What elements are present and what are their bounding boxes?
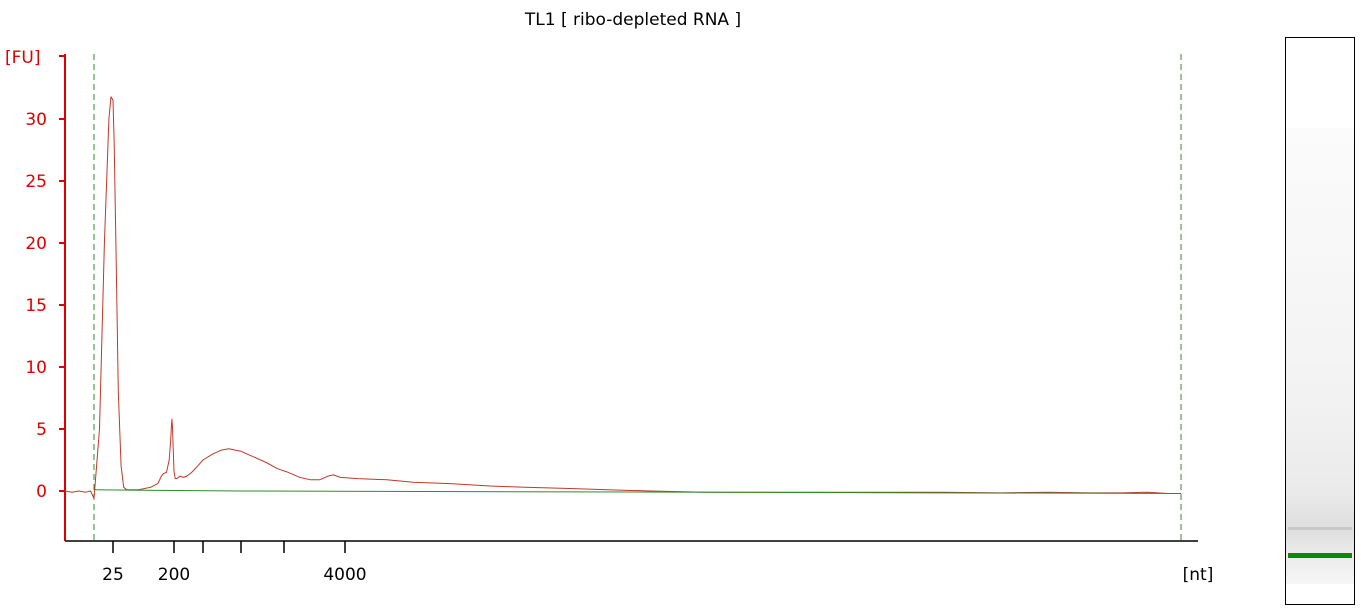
series-line-1 <box>93 489 1182 494</box>
y-tick-label-15: 15 <box>25 296 47 316</box>
x-axis-label: [nt] <box>1183 565 1214 585</box>
x-tick-label-4000: 4000 <box>323 565 366 585</box>
y-tick-label-0: 0 <box>36 482 47 502</box>
y-tick-label-10: 10 <box>25 358 47 378</box>
series-line-0 <box>64 96 1181 499</box>
gel-lane-image <box>1285 37 1355 605</box>
chart-title: TL1 [ ribo-depleted RNA ] <box>524 10 741 30</box>
electropherogram-chart: TL1 [ ribo-depleted RNA ] [FU] 0 5 10 15 20 25… <box>5 10 1214 585</box>
y-axis-label: [FU] <box>5 48 41 68</box>
y-tick-label-30: 30 <box>25 110 47 130</box>
x-tick-label-25: 25 <box>102 565 124 585</box>
y-tick-label-5: 5 <box>36 420 47 440</box>
gel-band <box>1288 527 1352 530</box>
gel-smear <box>1286 128 1354 584</box>
gel-lower-marker <box>1288 553 1352 558</box>
y-tick-label-25: 25 <box>25 172 47 192</box>
x-tick-label-200: 200 <box>158 565 190 585</box>
y-tick-label-20: 20 <box>25 234 47 254</box>
